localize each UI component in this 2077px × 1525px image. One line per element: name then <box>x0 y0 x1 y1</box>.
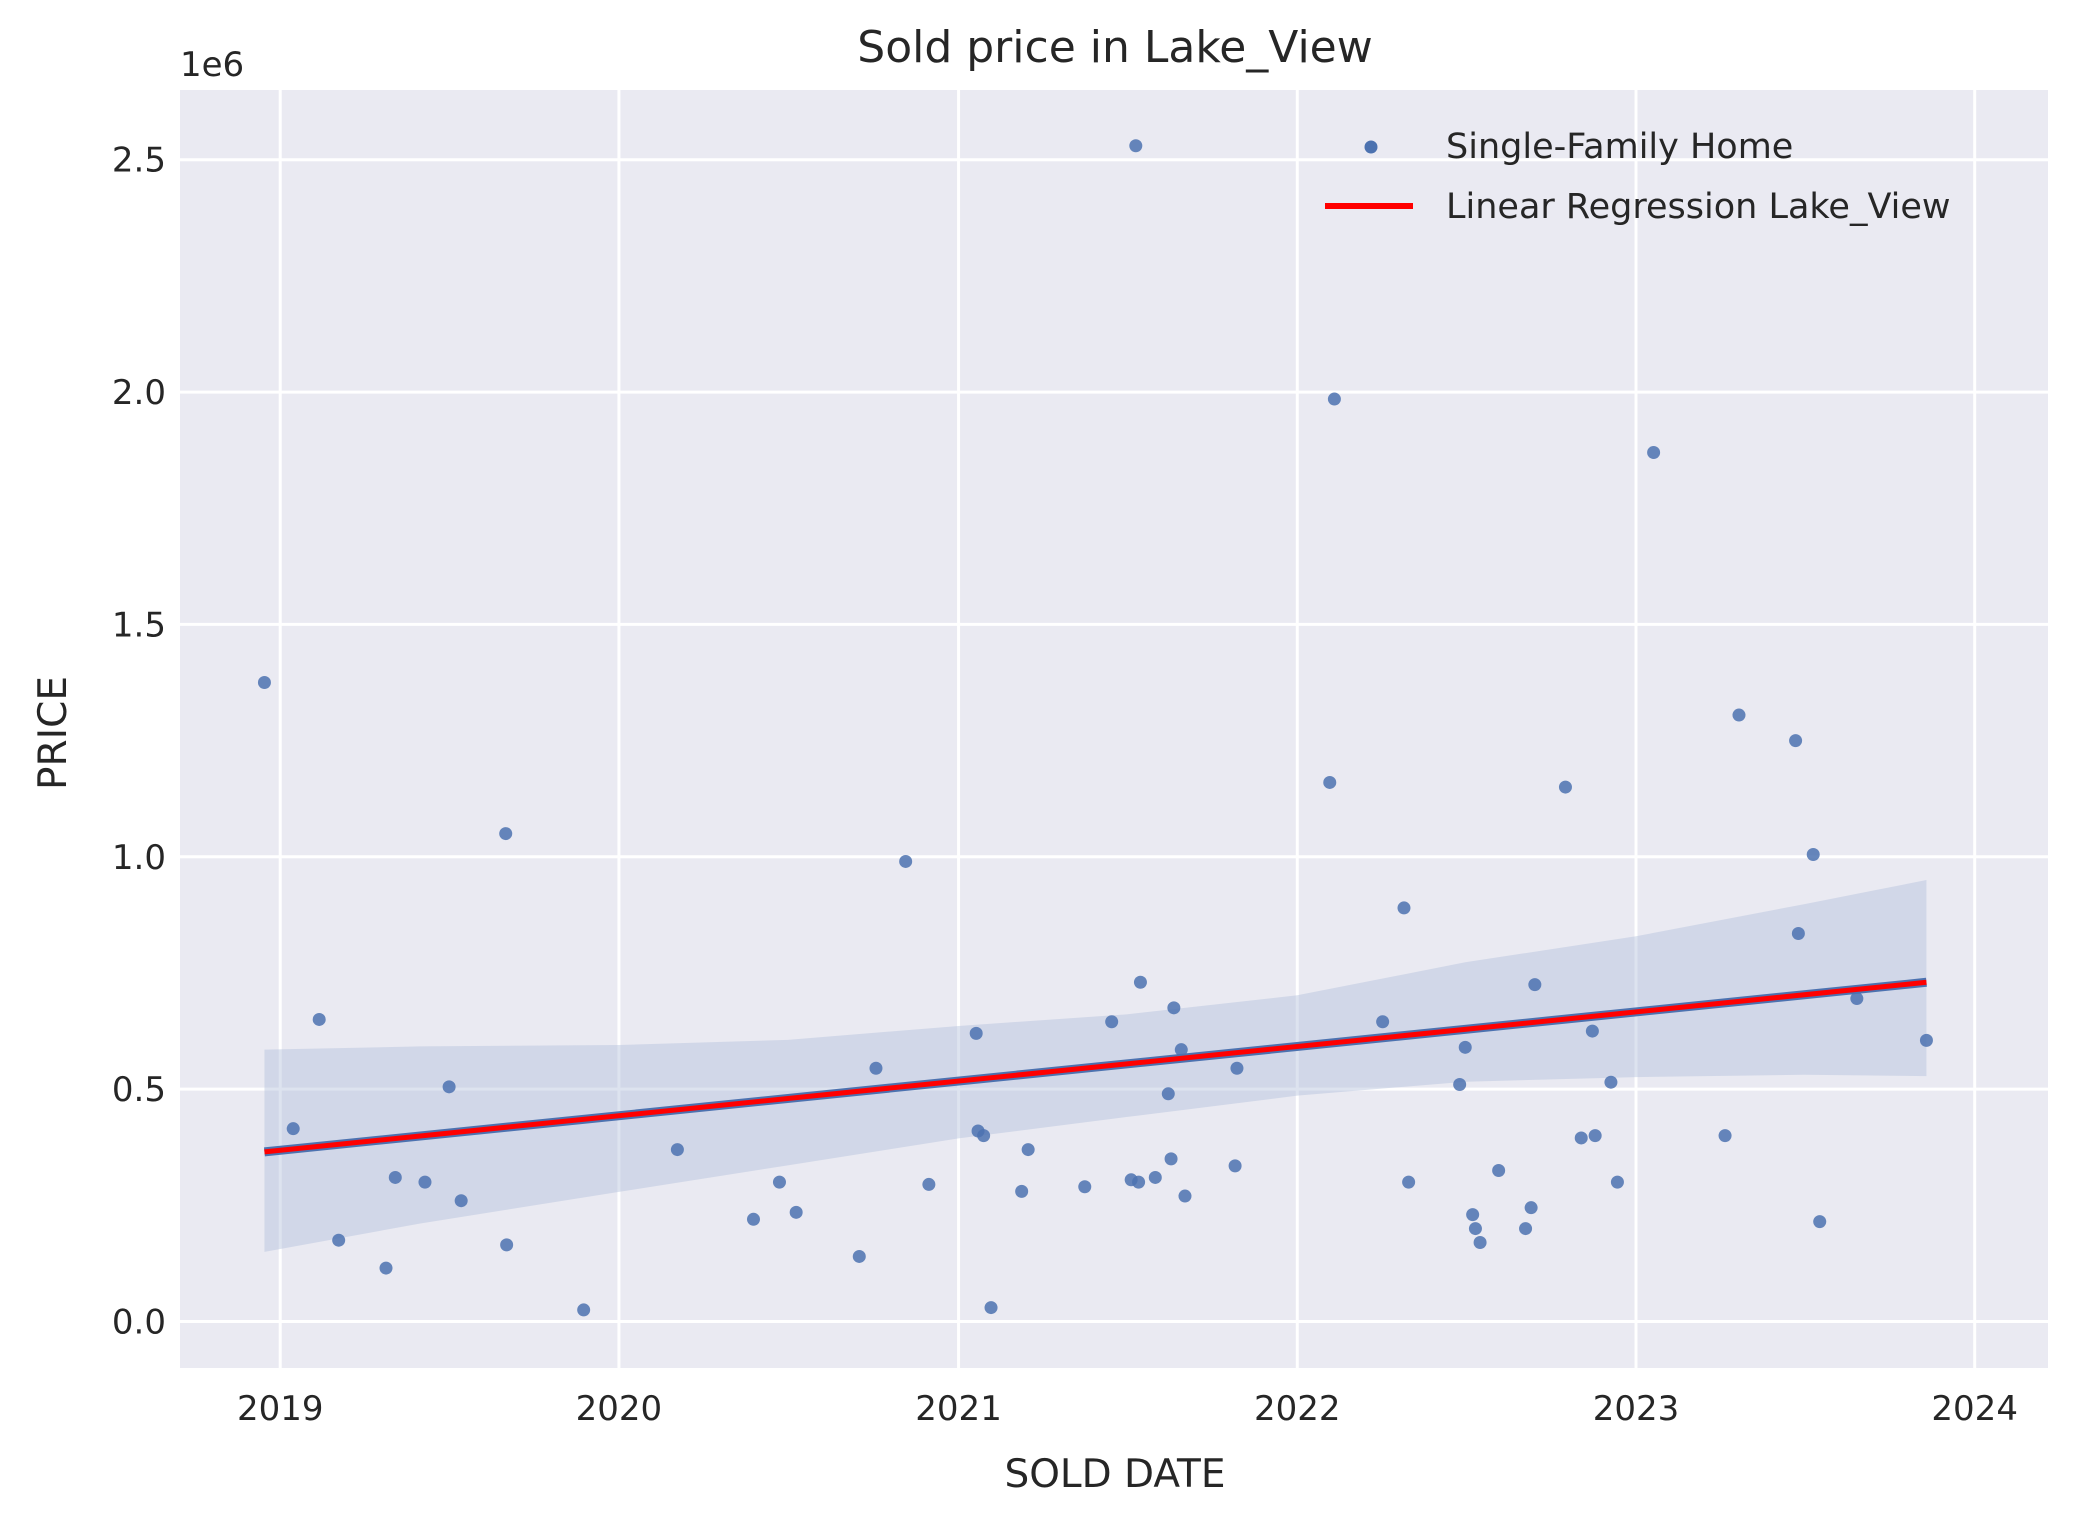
legend-label-regression: Linear Regression Lake_View <box>1446 187 1951 227</box>
y-axis-label: PRICE <box>31 676 76 790</box>
tick-labels: 2019 2020 2021 2022 2023 2024 0.0 0.5 1.0 1.5 2.0 2… <box>112 141 2018 1429</box>
data-point <box>1468 1222 1482 1236</box>
x-tick-label: 2023 <box>1593 1389 1680 1429</box>
y-offset-label: 1e6 <box>180 45 244 85</box>
data-point <box>388 1170 402 1184</box>
data-point <box>899 854 913 868</box>
y-tick-label: 1.0 <box>112 838 166 878</box>
y-tick-label: 0.5 <box>112 1070 166 1110</box>
x-tick-label: 2020 <box>576 1389 663 1429</box>
data-point <box>1105 1015 1119 1029</box>
data-point <box>257 676 271 690</box>
chart-title: Sold price in Lake_View <box>857 22 1372 73</box>
data-point <box>442 1080 456 1094</box>
data-point <box>1228 1159 1242 1173</box>
data-point <box>1453 1078 1467 1092</box>
data-point <box>1015 1184 1029 1198</box>
data-point <box>1524 1201 1538 1215</box>
data-point <box>1588 1129 1602 1143</box>
data-point <box>1174 1043 1188 1057</box>
data-point <box>577 1303 591 1317</box>
data-point <box>500 1238 514 1252</box>
data-point <box>1376 1015 1390 1029</box>
data-point <box>1492 1163 1506 1177</box>
data-point <box>772 1175 786 1189</box>
data-point <box>1161 1087 1175 1101</box>
data-point <box>1129 139 1143 153</box>
data-point <box>1458 1040 1472 1054</box>
data-point <box>286 1122 300 1136</box>
x-tick-label: 2024 <box>1931 1389 2018 1429</box>
data-point <box>1078 1180 1092 1194</box>
data-point <box>1850 992 1864 1006</box>
data-point <box>869 1061 883 1075</box>
data-point <box>1164 1152 1178 1166</box>
data-point <box>746 1212 760 1226</box>
data-point <box>1610 1175 1624 1189</box>
data-point <box>1323 775 1337 789</box>
data-point <box>984 1301 998 1315</box>
data-point <box>969 1026 983 1040</box>
data-point <box>1604 1075 1618 1089</box>
legend-label-scatter: Single-Family Home <box>1446 127 1793 167</box>
data-point <box>379 1261 393 1275</box>
data-point <box>1178 1189 1192 1203</box>
data-point <box>1473 1236 1487 1250</box>
data-point <box>1647 445 1661 459</box>
y-tick-label: 2.5 <box>112 141 166 181</box>
data-point <box>1167 1001 1181 1015</box>
data-point <box>1519 1222 1533 1236</box>
data-point <box>922 1177 936 1191</box>
data-point <box>1574 1131 1588 1145</box>
data-point <box>1806 847 1820 861</box>
data-point <box>332 1233 346 1247</box>
y-tick-label: 1.5 <box>112 605 166 645</box>
data-point <box>1789 734 1803 748</box>
data-point <box>418 1175 432 1189</box>
data-point <box>1327 392 1341 406</box>
y-tick-label: 2.0 <box>112 373 166 413</box>
data-point <box>1397 901 1411 915</box>
legend-marker-scatter <box>1364 140 1378 154</box>
y-tick-label: 0.0 <box>112 1303 166 1343</box>
data-point <box>1133 975 1147 989</box>
data-point <box>1528 978 1542 992</box>
data-points <box>257 139 1933 1317</box>
data-point <box>1021 1143 1035 1157</box>
data-point <box>1791 926 1805 940</box>
x-tick-label: 2021 <box>915 1389 1002 1429</box>
data-point <box>1148 1170 1162 1184</box>
x-tick-label: 2022 <box>1254 1389 1341 1429</box>
data-point <box>1466 1208 1480 1222</box>
legend: Single-Family Home Linear Regression Lak… <box>1325 127 1951 227</box>
data-point <box>670 1143 684 1157</box>
data-point <box>1718 1129 1732 1143</box>
data-point <box>312 1012 326 1026</box>
x-tick-label: 2019 <box>237 1389 324 1429</box>
grid-lines <box>180 90 2048 1368</box>
data-point <box>454 1194 468 1208</box>
regression-line <box>264 979 1927 1155</box>
data-point <box>1732 708 1746 722</box>
data-point <box>1919 1033 1933 1047</box>
x-axis-label: SOLD DATE <box>1004 1452 1225 1497</box>
regression-line-group <box>263 977 1927 1157</box>
data-point <box>1132 1175 1146 1189</box>
data-point <box>1585 1024 1599 1038</box>
plot-area-background <box>180 90 2048 1368</box>
data-point <box>1402 1175 1416 1189</box>
data-point <box>789 1205 803 1219</box>
data-point <box>1230 1061 1244 1075</box>
data-point <box>977 1129 991 1143</box>
data-point <box>499 827 513 841</box>
data-point <box>1558 780 1572 794</box>
data-point <box>1813 1215 1827 1229</box>
data-point <box>852 1249 866 1263</box>
